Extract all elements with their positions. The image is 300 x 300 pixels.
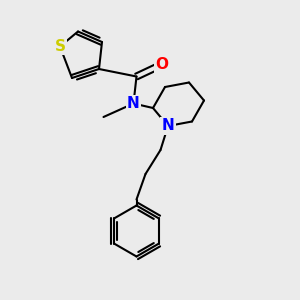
Text: O: O [155, 57, 169, 72]
Text: N: N [127, 96, 140, 111]
Text: N: N [162, 118, 174, 134]
Text: S: S [55, 39, 65, 54]
